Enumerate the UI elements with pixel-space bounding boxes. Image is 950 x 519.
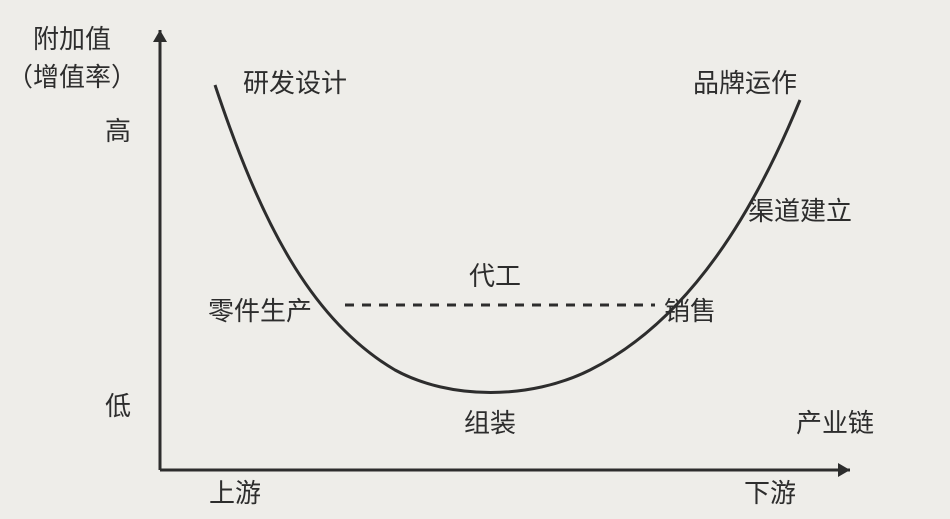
label-channel-build: 渠道建立 (748, 196, 852, 226)
y-tick-low: 低 (105, 391, 131, 421)
label-rd-design: 研发设计 (243, 68, 347, 98)
label-assembly: 组装 (464, 408, 516, 438)
y-axis-title-line1: 附加值 (33, 24, 111, 54)
smile-curve-chart: 附加值 （增值率） 高 低 产业链 上游 下游 研发设计 品牌运作 渠道建立 销… (0, 0, 950, 519)
y-tick-high: 高 (105, 116, 131, 146)
chart-background (0, 0, 950, 519)
label-oem: 代工 (469, 261, 521, 291)
x-tick-downstream: 下游 (744, 478, 796, 508)
label-sales: 销售 (664, 296, 716, 326)
x-tick-upstream: 上游 (209, 478, 261, 508)
y-axis-title-line2: （增值率） (7, 62, 137, 92)
x-axis-title: 产业链 (796, 408, 874, 438)
label-brand-ops: 品牌运作 (693, 68, 797, 98)
label-parts-mfg: 零件生产 (208, 296, 312, 326)
